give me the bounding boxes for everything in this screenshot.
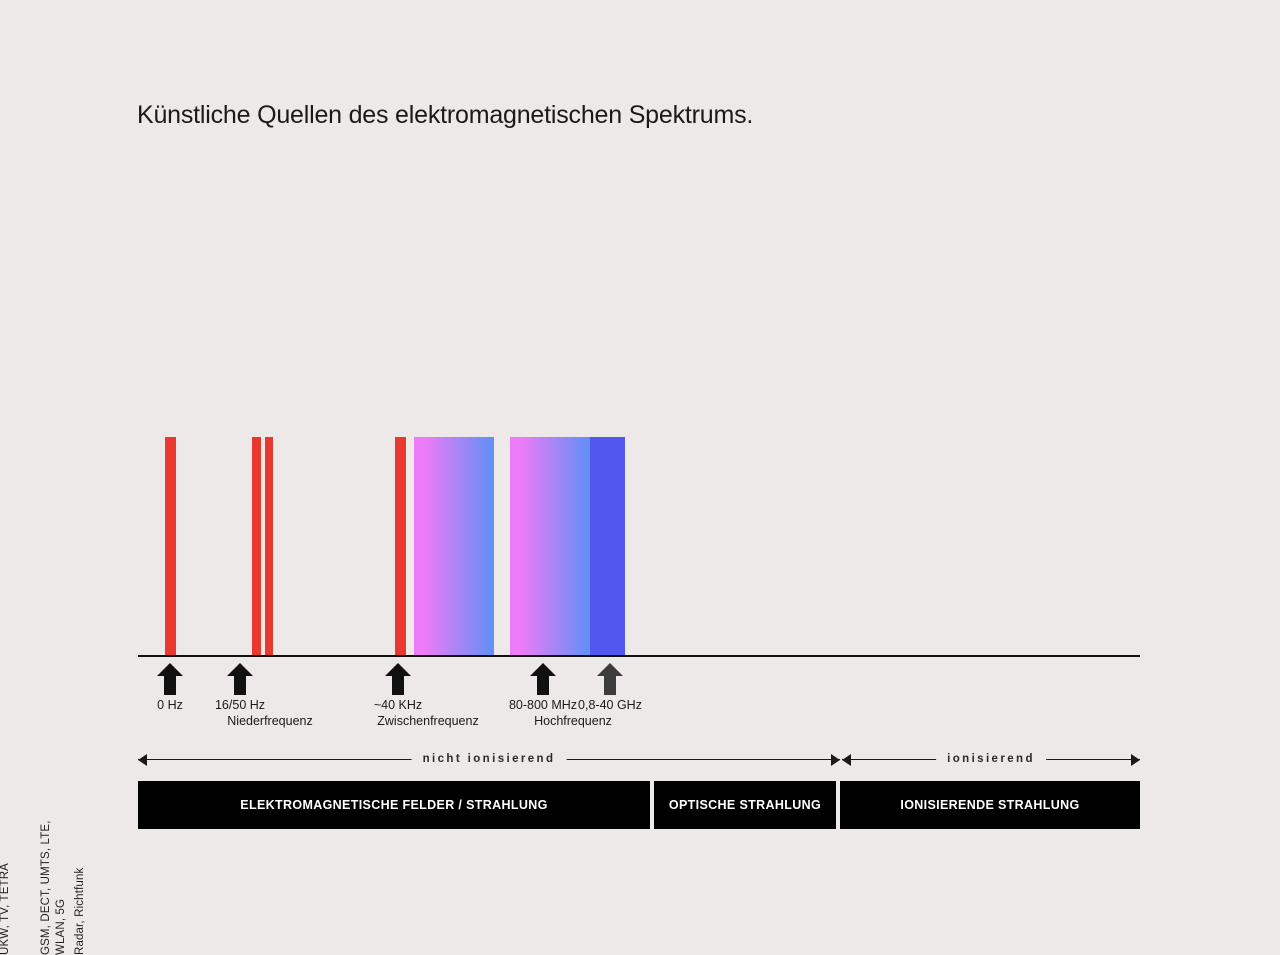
spectrum-band-netz-b: [265, 437, 273, 655]
arrow-head: [157, 663, 183, 676]
up-arrow-icon-marker-0hz: [157, 663, 183, 695]
frequency-axis-line: [138, 655, 1140, 657]
spectrum-band-dc: [165, 437, 176, 655]
arrow-head: [227, 663, 253, 676]
frequency-band-name-marker-1650hz: Niederfrequenz: [227, 714, 313, 728]
frequency-value-marker-40khz: ~40 KHz: [373, 698, 423, 712]
arrow-shaft: [164, 674, 176, 695]
arrow-shaft: [392, 674, 404, 695]
arrow-shaft: [604, 674, 616, 695]
category-bar-cat-optisch: OPTISCHE STRAHLUNG: [654, 781, 836, 829]
frequency-value-marker-80mhz: 80-800 MHz: [508, 698, 578, 712]
up-arrow-icon-marker-80mhz: [530, 663, 556, 695]
category-bar-cat-emf: ELEKTROMAGNETISCHE FELDER / STRAHLUNG: [138, 781, 650, 829]
frequency-band-name-marker-40khz: Zwischenfrequenz: [377, 714, 479, 728]
arrow-shaft: [537, 674, 549, 695]
frequency-value-marker-1650hz: 16/50 Hz: [214, 698, 266, 712]
source-label-radar-richtfunk: Radar, Richtfunk: [74, 867, 86, 955]
spectrum-band-zwisch: [395, 437, 406, 655]
up-arrow-icon-marker-1650hz: [227, 663, 253, 695]
frequency-value-marker-08ghz: 0,8-40 GHz: [578, 698, 642, 712]
category-bar-label: ELEKTROMAGNETISCHE FELDER / STRAHLUNG: [240, 798, 548, 812]
category-bar-label: OPTISCHE STRAHLUNG: [668, 798, 822, 812]
arrow-right-icon: [1131, 753, 1140, 766]
arrow-head: [385, 663, 411, 676]
spectrum-band-ukw-mobile: [510, 437, 590, 655]
spectrum-band-netz-a: [252, 437, 261, 655]
frequency-value-marker-0hz: 0 Hz: [157, 698, 183, 712]
page-title: Künstliche Quellen des elektromagnetisch…: [137, 101, 754, 129]
arrow-left-icon: [138, 753, 147, 766]
range-label: nicht ionisierend: [411, 752, 567, 767]
arrow-left-icon: [842, 753, 851, 766]
spectrum-band-lwmwkw: [414, 437, 494, 655]
up-arrow-icon-marker-40khz: [385, 663, 411, 695]
spectrum-band-radar: [590, 437, 625, 655]
range-label: ionisierend: [936, 752, 1046, 767]
arrow-head: [530, 663, 556, 676]
frequency-band-name-marker-80mhz: Hochfrequenz: [534, 714, 612, 728]
ionisation-range-range-ionisierend: ionisierend: [842, 752, 1140, 768]
arrow-shaft: [234, 674, 246, 695]
arrow-head: [597, 663, 623, 676]
category-bar-cat-ionisier: IONISIERENDE STRAHLUNG: [840, 781, 1140, 829]
up-arrow-icon-marker-08ghz: [597, 663, 623, 695]
ionisation-range-range-nicht-ionisierend: nicht ionisierend: [138, 752, 840, 768]
category-bar-label: IONISIERENDE STRAHLUNG: [900, 798, 1080, 812]
arrow-right-icon: [831, 753, 840, 766]
